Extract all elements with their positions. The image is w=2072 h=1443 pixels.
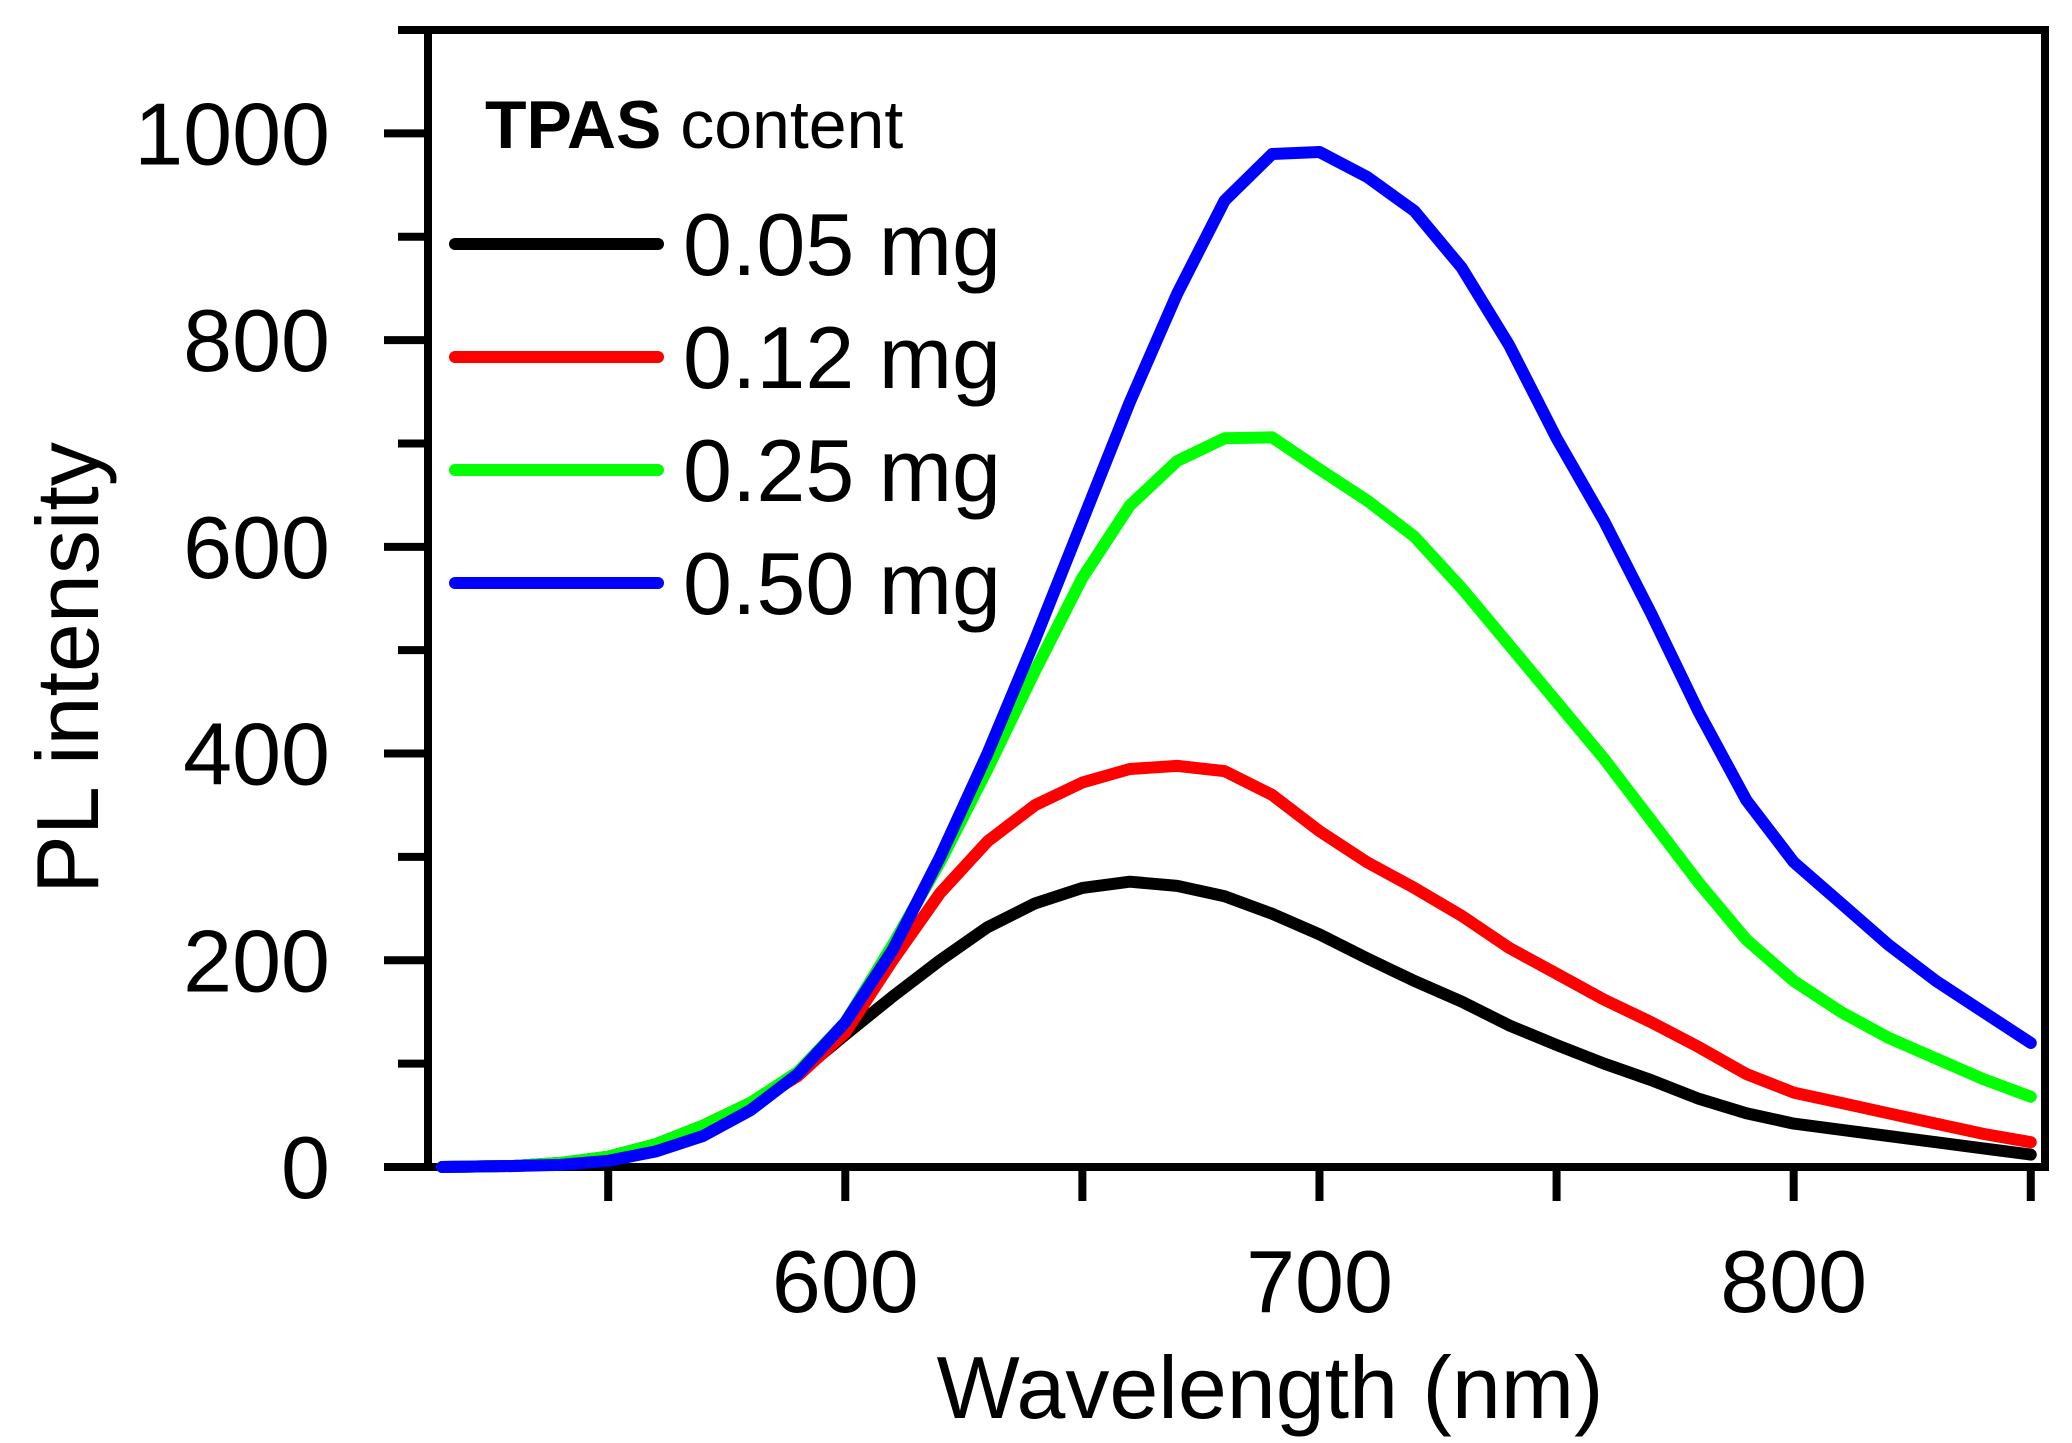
x-tick-label: 800 [1720,1232,1867,1331]
legend-label: 0.12 mg [683,308,1001,407]
y-tick-label: 0 [281,1118,330,1217]
y-tick-label: 600 [183,498,330,597]
legend-title-rest: content [661,87,903,163]
y-tick-label: 1000 [134,84,330,183]
series-group [436,146,2037,1173]
legend: TPAS content 0.05 mg 0.12 mg 0.25 mg 0.50 m… [449,87,1001,633]
series-line-0-12-mg [436,759,2037,1173]
series-line-0-05-mg [436,875,2037,1173]
series-line-0-25-mg [436,431,2037,1173]
x-tick-label: 700 [1246,1232,1393,1331]
series-line-0-50-mg [436,146,2037,1173]
y-axis-title: PL intensity [18,442,117,894]
legend-label: 0.05 mg [683,195,1001,294]
axes: 600 700 800 0 200 400 600 800 1000 [134,26,2049,1331]
x-axis-title: Wavelength (nm) [937,1338,1604,1437]
y-tick-label: 400 [183,705,330,804]
plot-frame [424,26,2049,1171]
legend-label: 0.25 mg [683,421,1001,520]
y-tick-label: 800 [183,291,330,390]
y-tick-label: 200 [183,911,330,1010]
x-tick-label: 600 [772,1232,919,1331]
legend-title: TPAS content [485,87,903,163]
legend-title-bold: TPAS [485,87,661,163]
legend-label: 0.50 mg [683,534,1001,633]
